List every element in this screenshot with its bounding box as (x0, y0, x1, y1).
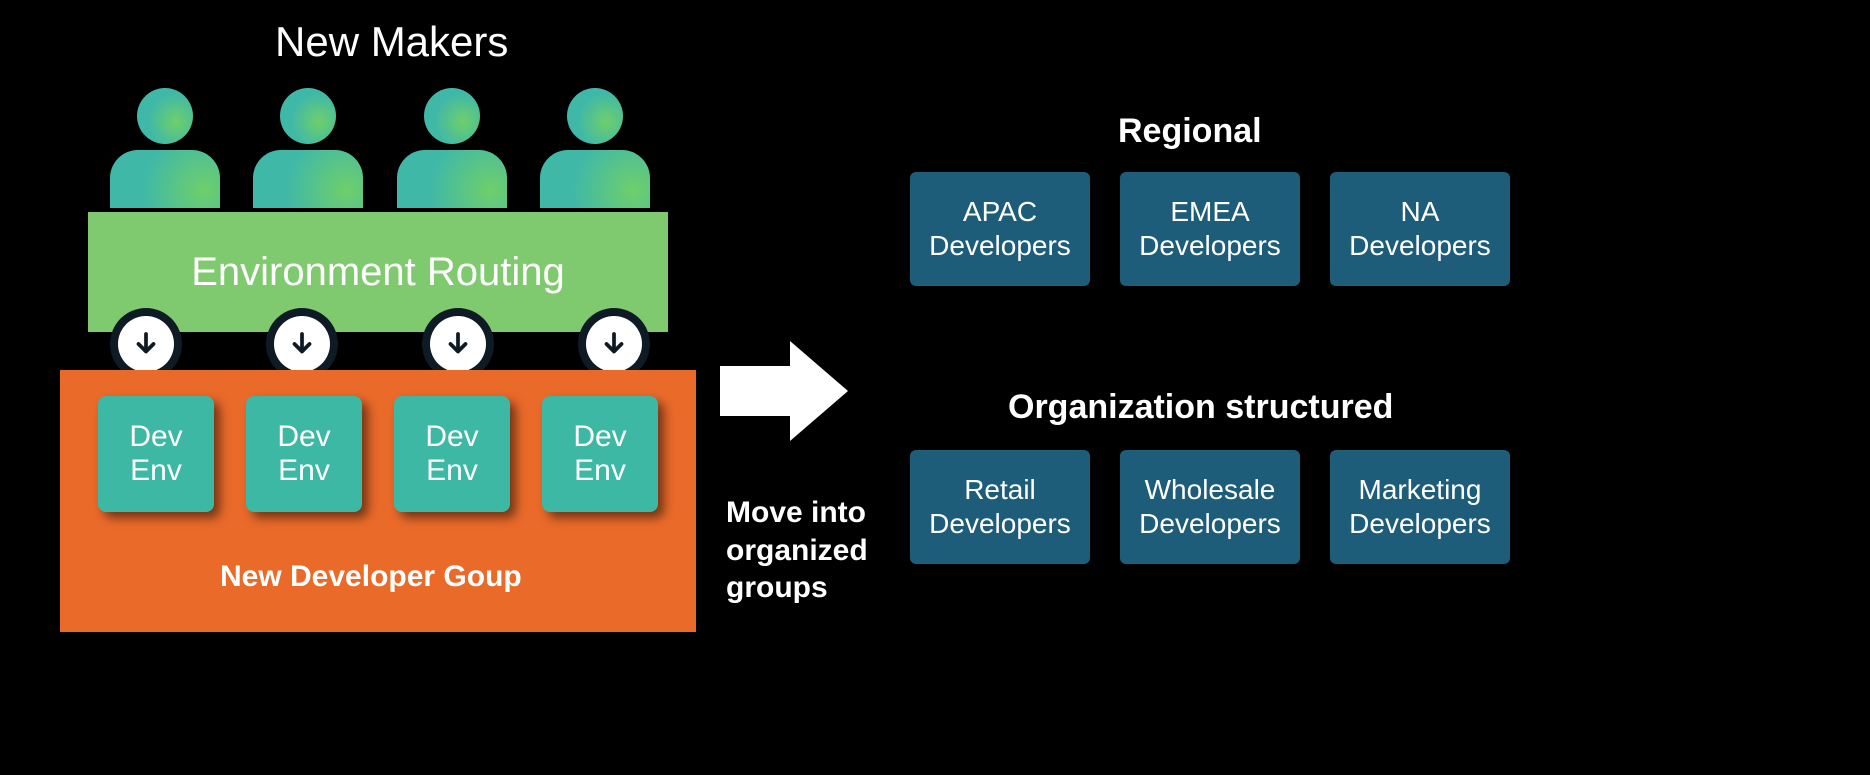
group-tile: Wholesale Developers (1120, 450, 1300, 564)
group-tile: NA Developers (1330, 172, 1510, 286)
dev-env-tile: Dev Env (98, 396, 214, 512)
regional-tile-row: APAC Developers EMEA Developers NA Devel… (910, 172, 1510, 286)
dev-env-tile: Dev Env (394, 396, 510, 512)
dev-env-row: Dev Env Dev Env Dev Env Dev Env (98, 396, 658, 512)
group-tile: Retail Developers (910, 450, 1090, 564)
group-tile: APAC Developers (910, 172, 1090, 286)
dev-env-tile: Dev Env (246, 396, 362, 512)
makers-row (110, 88, 650, 208)
dev-env-tile: Dev Env (542, 396, 658, 512)
new-developer-group-label: New Developer Goup (220, 560, 522, 594)
person-icon (397, 88, 507, 208)
person-icon (110, 88, 220, 208)
person-icon (540, 88, 650, 208)
environment-routing-label: Environment Routing (191, 250, 565, 295)
big-arrow-icon (720, 336, 850, 446)
org-structured-heading: Organization structured (1008, 388, 1393, 427)
group-tile: EMEA Developers (1120, 172, 1300, 286)
org-tile-row: Retail Developers Wholesale Developers M… (910, 450, 1510, 564)
move-into-groups-label: Move into organized groups (726, 494, 868, 607)
person-icon (253, 88, 363, 208)
group-tile: Marketing Developers (1330, 450, 1510, 564)
regional-heading: Regional (1118, 112, 1262, 151)
new-makers-title: New Makers (275, 18, 508, 66)
